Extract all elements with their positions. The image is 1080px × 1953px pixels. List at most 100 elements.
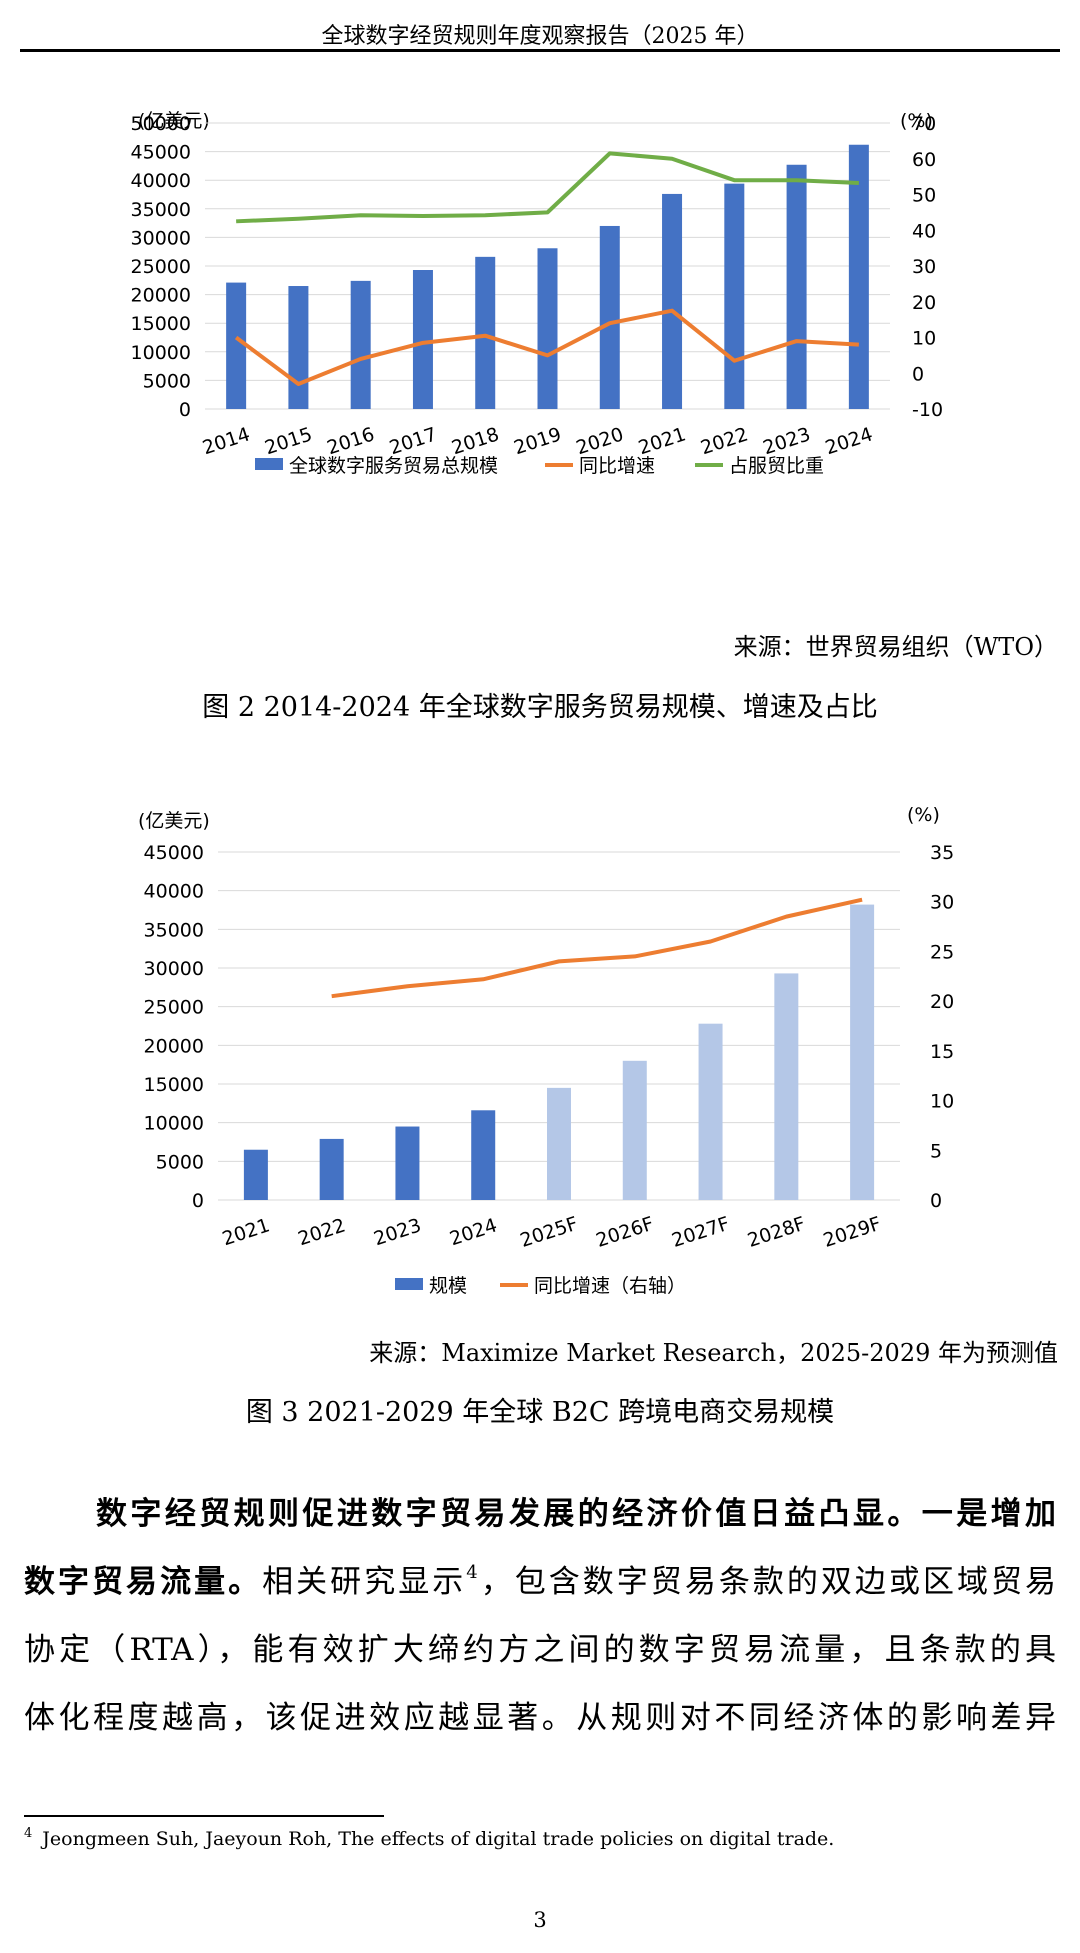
chart-digital-services-trade: (亿美元) (%) 500004500040000350003000025000… [131, 110, 944, 477]
right-tick-label: 50 [912, 185, 936, 207]
bar [662, 193, 683, 409]
right-tick-label: 30 [912, 256, 936, 278]
chart1-source: 来源：世界贸易组织（WTO） [733, 633, 1058, 661]
bar [412, 270, 433, 409]
left-tick-label: 40000 [131, 170, 191, 192]
x-tick-label: 2028F [745, 1213, 808, 1252]
bar [226, 282, 247, 409]
running-header: 全球数字经贸规则年度观察报告（2025 年） [321, 24, 759, 49]
x-tick-label: 2021 [636, 423, 689, 459]
left-tick-label: 30000 [131, 227, 191, 249]
bar [698, 1023, 723, 1200]
x-tick-label: 2023 [371, 1214, 424, 1250]
legend-swatch [255, 458, 283, 470]
bar-series [243, 904, 875, 1200]
chart-b2c-cross-border-ecommerce: (亿美元) (%) 45000 40000 35000 30000 25000 20000… [138, 804, 954, 1297]
x-tick-label: 2023 [760, 423, 813, 459]
footnote-text: Jeongmeen Suh, Jaeyoun Roh, The effects … [42, 1828, 835, 1850]
legend: 全球数字服务贸易总规模 同比增速 占服贸比重 [255, 455, 824, 477]
right-tick-label: 10 [930, 1091, 954, 1113]
right-tick-label: 0 [912, 363, 924, 385]
x-tick-label: 2022 [295, 1214, 348, 1250]
legend-label: 规模 [429, 1275, 467, 1297]
left-tick-label: 5000 [156, 1151, 204, 1173]
left-axis-unit: (亿美元) [138, 810, 210, 832]
bold-point-one: 一是增加 [921, 1496, 1057, 1532]
right-axis-ticks: 70 60 50 40 30 20 10 0 -10 [912, 113, 943, 421]
x-tick-label: 2018 [449, 423, 502, 459]
x-tick-label: 2021 [220, 1214, 273, 1250]
x-tick-label: 2020 [574, 423, 627, 459]
x-axis-ticks: 2021 2022 2023 2024 2025F 2026F 2027F 2028F 2029… [220, 1213, 884, 1252]
bar [288, 286, 309, 409]
left-tick-label: 20000 [144, 1035, 204, 1057]
body-line-2: 数字贸易流量。相关研究显示4，包含数字贸易条款的双边或区域贸易 [24, 1548, 1056, 1616]
footnote: 4 Jeongmeen Suh, Jaeyoun Roh, The effects… [24, 1826, 835, 1850]
body-paragraph: 数字经贸规则促进数字贸易发展的经济价值日益凸显。一是增加 数字贸易流量。相关研究… [24, 1480, 1056, 1752]
left-tick-label: 25000 [131, 256, 191, 278]
left-tick-label: 50000 [131, 113, 191, 135]
line-series-path [234, 308, 859, 386]
x-tick-label: 2025F [518, 1213, 581, 1252]
right-tick-label: 40 [912, 220, 936, 242]
left-axis-ticks: 50000 45000 40000 35000 30000 25000 20000 15000… [131, 113, 191, 421]
x-tick-label: 2027F [669, 1213, 732, 1252]
left-axis-unit: (亿美元) [138, 110, 210, 132]
footnote-number: 4 [24, 1826, 33, 1841]
legend-label: 同比增速（右轴） [534, 1275, 686, 1297]
left-tick-label: 40000 [144, 881, 204, 903]
body-line-4: 体化程度越高，该促进效应越显著。从规则对不同经济体的影响差异 [24, 1700, 1056, 1736]
x-tick-label: 2014 [200, 423, 253, 459]
x-tick-label: 2019 [511, 423, 564, 459]
bar [475, 256, 496, 409]
bar [243, 1149, 268, 1200]
right-tick-label: 20 [930, 991, 954, 1013]
left-tick-label: 0 [192, 1190, 204, 1212]
bar [774, 973, 799, 1200]
body-line-1: 数字经贸规则促进数字贸易发展的经济价值日益凸显。一是增加 [24, 1480, 1056, 1548]
left-tick-label: 30000 [144, 958, 204, 980]
footnote-rule [24, 1815, 384, 1817]
line-series [331, 897, 863, 999]
left-tick-label: 15000 [131, 313, 191, 335]
left-tick-label: 45000 [131, 142, 191, 164]
bar [395, 1126, 420, 1200]
footnote-reference[interactable]: 4 [466, 1562, 478, 1583]
bar [547, 1087, 571, 1200]
left-tick-label: 20000 [131, 285, 191, 307]
bar [724, 183, 745, 409]
body-text-fragment: 相关研究显示 [262, 1564, 467, 1600]
left-tick-label: 35000 [131, 199, 191, 221]
chart1-caption: 图 2 2014-2024 年全球数字服务贸易规模、增速及占比 [202, 692, 878, 723]
bar [537, 248, 558, 409]
left-tick-label: 10000 [144, 1113, 204, 1135]
bar [786, 164, 807, 409]
legend-label: 同比增速 [579, 455, 655, 477]
legend-label: 全球数字服务贸易总规模 [289, 455, 498, 477]
right-axis-unit: (%) [907, 804, 940, 826]
left-tick-label: 45000 [144, 842, 204, 864]
chart2-source: 来源：Maximize Market Research，2025-2029 年为… [369, 1339, 1058, 1367]
line-series-path [331, 897, 863, 999]
x-tick-label: 2017 [387, 423, 440, 459]
header-rule [20, 49, 1060, 52]
right-tick-label: 25 [930, 941, 954, 963]
x-tick-label: 2029F [821, 1213, 884, 1252]
left-tick-label: 10000 [131, 342, 191, 364]
right-tick-label: 10 [912, 328, 936, 350]
legend: 规模 同比增速（右轴） [395, 1275, 686, 1297]
right-tick-label: 60 [912, 149, 936, 171]
x-tick-label: 2026F [593, 1213, 656, 1252]
x-tick-label: 2016 [324, 423, 377, 459]
right-tick-label: 20 [912, 292, 936, 314]
body-text-fragment: ，包含数字贸易条款的双边或区域贸易 [477, 1564, 1057, 1600]
bold-point-one-cont: 数字贸易流量。 [24, 1564, 263, 1600]
right-tick-label: -10 [912, 399, 943, 421]
x-tick-label: 2024 [823, 423, 876, 459]
x-axis-ticks: 2014 2015 2016 2017 2018 2019 2020 2021 2022 2023… [200, 423, 876, 459]
x-tick-label: 2022 [698, 423, 751, 459]
right-tick-label: 5 [930, 1140, 942, 1162]
left-tick-label: 35000 [144, 919, 204, 941]
bar [319, 1138, 344, 1200]
chart2-caption: 图 3 2021-2029 年全球 B2C 跨境电商交易规模 [245, 1397, 835, 1428]
